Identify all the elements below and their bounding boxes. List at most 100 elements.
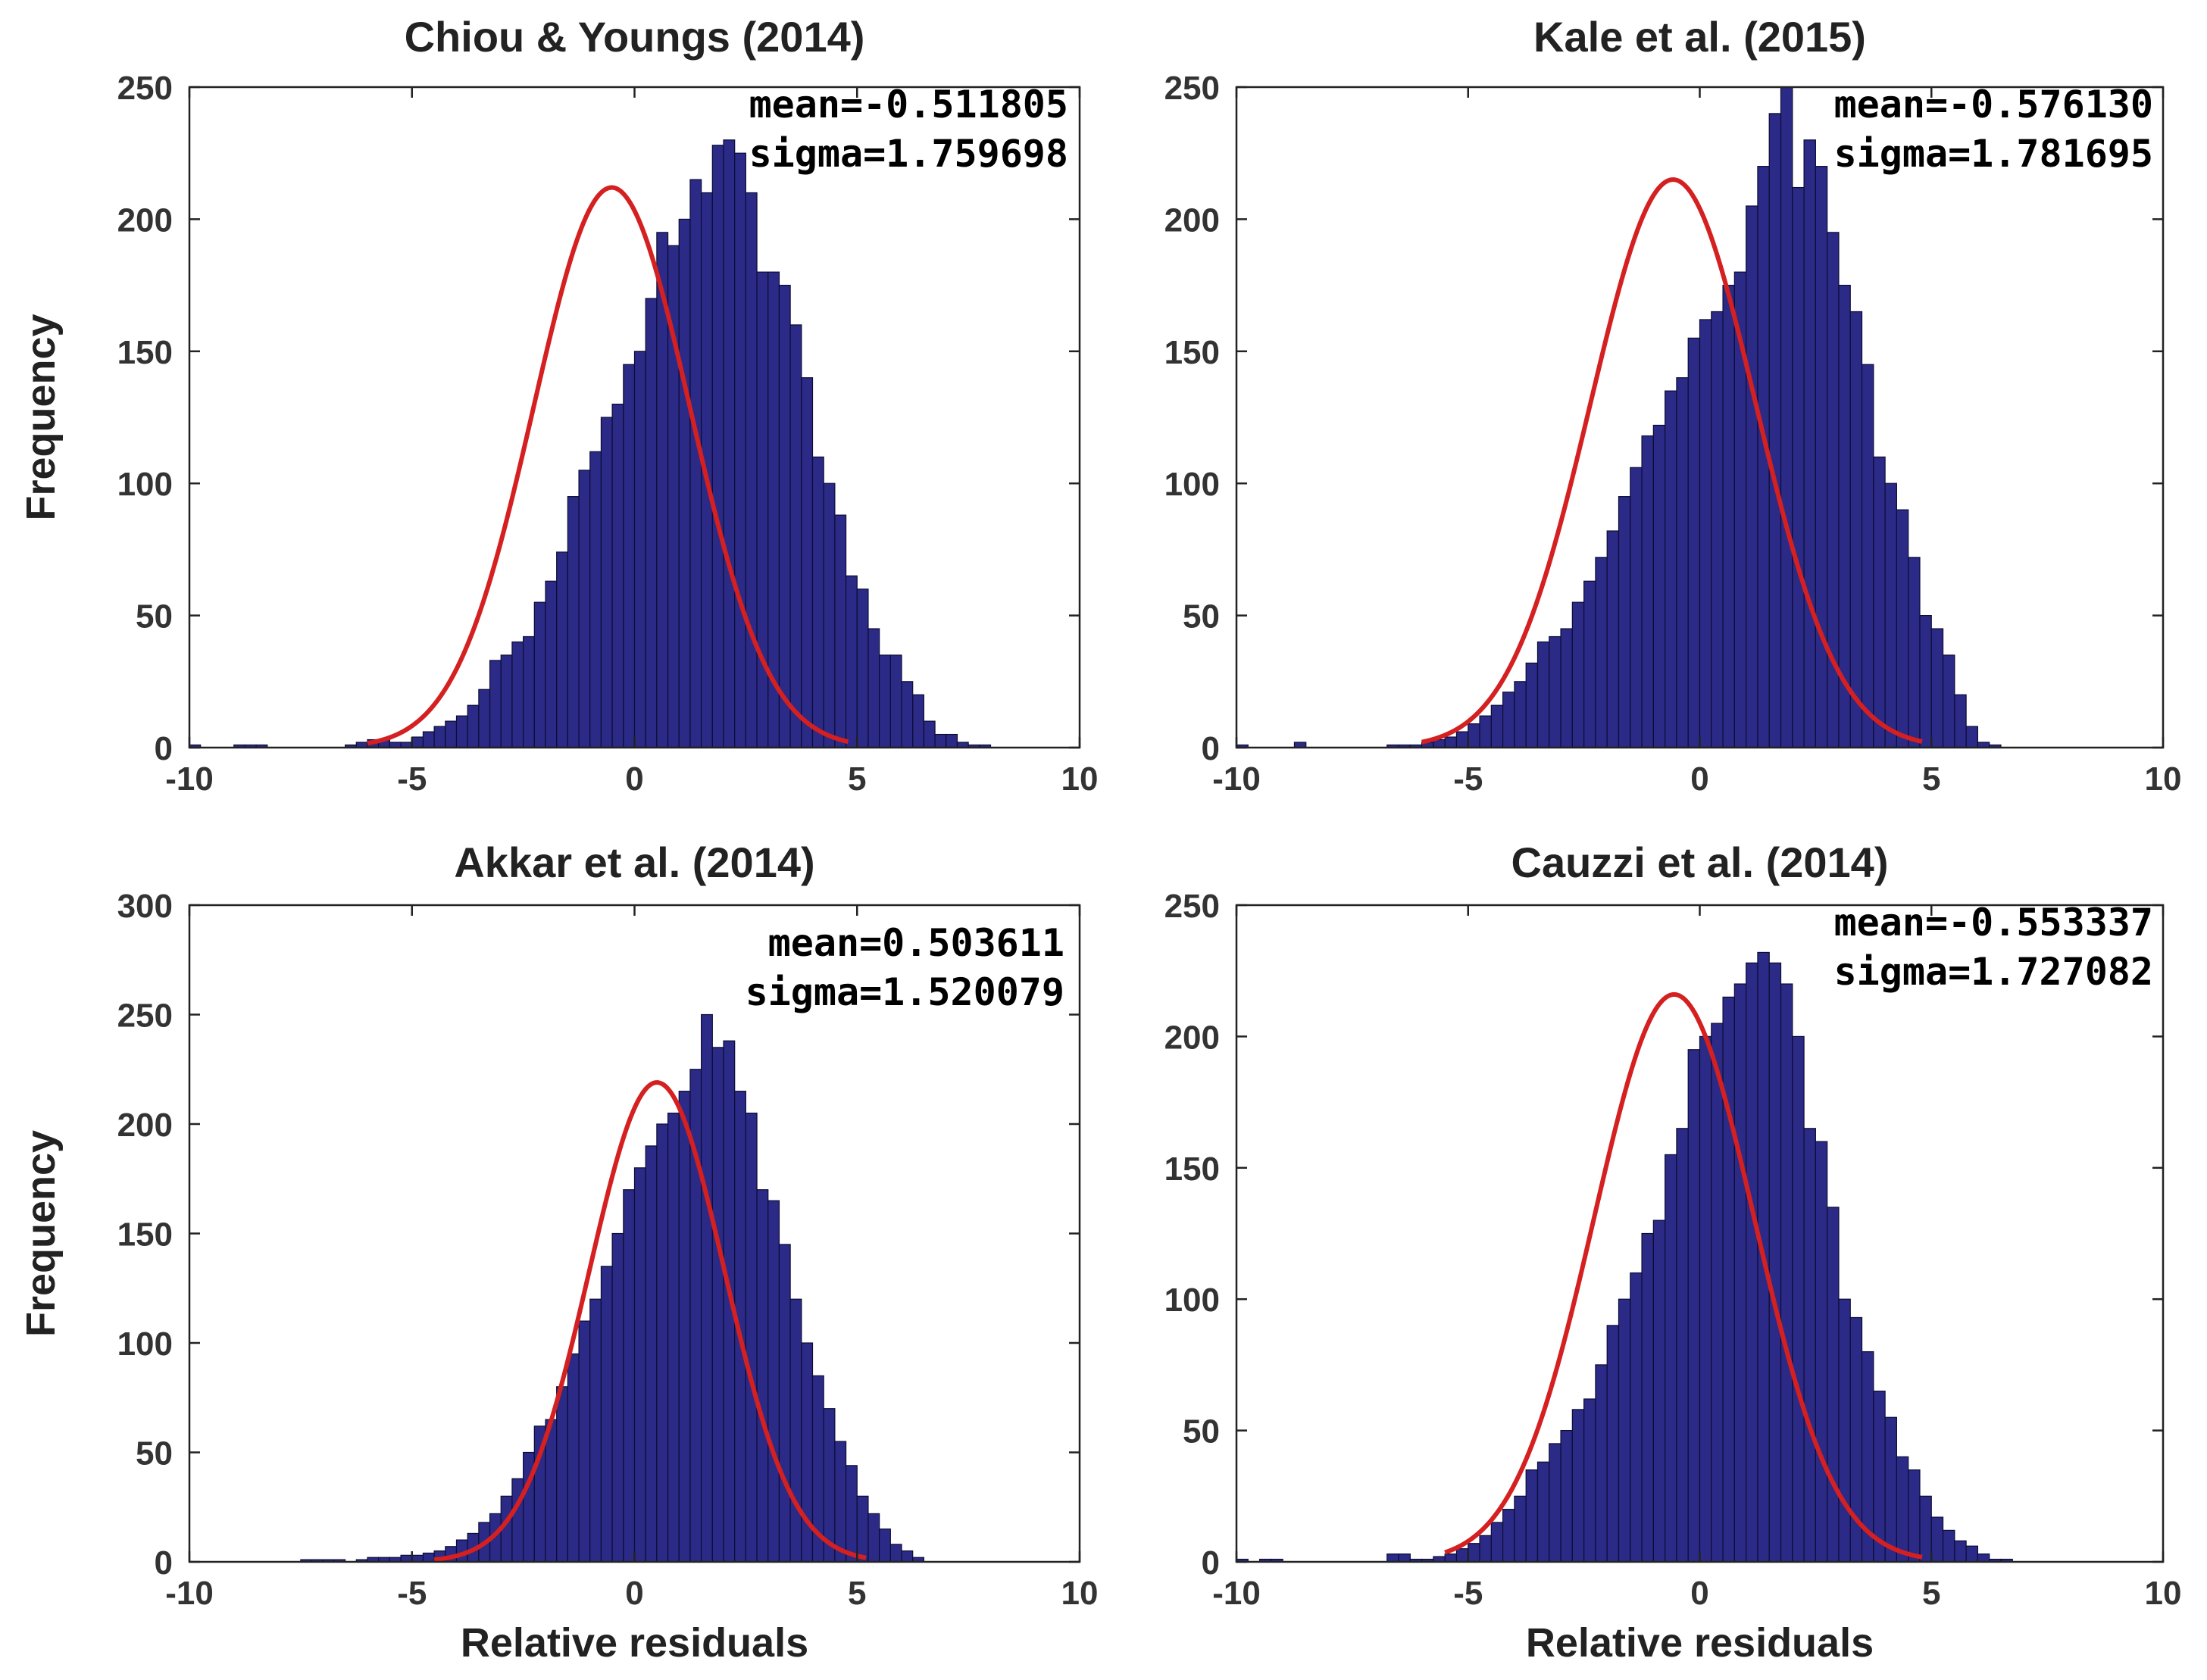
histogram-bar bbox=[1641, 1232, 1654, 1563]
histogram-bar bbox=[1792, 1035, 1805, 1563]
histogram-bar bbox=[1583, 580, 1596, 748]
histogram-bar bbox=[589, 451, 602, 748]
histogram-bar bbox=[901, 1550, 914, 1563]
histogram-bar bbox=[556, 551, 568, 748]
histogram-bar bbox=[1525, 662, 1539, 748]
histogram-bar bbox=[1780, 983, 1793, 1563]
histogram-bar bbox=[823, 482, 836, 748]
histogram-bar bbox=[545, 1419, 558, 1563]
y-tick-label: 250 bbox=[117, 70, 173, 107]
x-tick-label: -5 bbox=[1453, 760, 1483, 798]
histogram-bar bbox=[1884, 1416, 1897, 1563]
panel-cauzzi-2014: Cauzzi et al. (2014) Relative residuals … bbox=[1164, 838, 2182, 1666]
histogram-bar bbox=[1873, 456, 1886, 748]
x-axis-label: Relative residuals bbox=[461, 1620, 808, 1666]
histogram-bar bbox=[901, 681, 914, 748]
histogram-bar bbox=[455, 715, 468, 748]
histogram-bar bbox=[1699, 319, 1712, 748]
histogram-bar bbox=[1792, 186, 1805, 748]
histogram-bar bbox=[611, 403, 624, 748]
histogram-bar bbox=[633, 1167, 646, 1563]
histogram-bar bbox=[667, 1112, 680, 1563]
histogram-bar bbox=[1733, 983, 1747, 1563]
histogram-bar bbox=[745, 192, 758, 748]
histogram-bar bbox=[789, 324, 802, 748]
histogram-bar bbox=[856, 589, 869, 748]
histogram-bar bbox=[1560, 1429, 1573, 1563]
histogram-bar bbox=[778, 285, 791, 748]
histogram-bars bbox=[300, 1013, 924, 1563]
histogram-bar bbox=[1780, 86, 1793, 748]
mean-annotation: mean=-0.511805 bbox=[749, 83, 1068, 126]
histogram-bar bbox=[1849, 311, 1863, 748]
histogram-bar bbox=[433, 726, 446, 748]
panel-title: Kale et al. (2015) bbox=[1533, 13, 1866, 61]
panel-title: Chiou & Youngs (2014) bbox=[405, 13, 865, 61]
histogram-bar bbox=[1630, 1272, 1643, 1563]
histogram-bar bbox=[923, 720, 936, 748]
histogram-bar bbox=[1827, 1207, 1840, 1563]
histogram-bars bbox=[1236, 86, 2002, 748]
histogram-bar bbox=[1606, 530, 1620, 748]
histogram-bar bbox=[889, 1544, 902, 1563]
histogram-bar bbox=[845, 1465, 858, 1563]
sigma-annotation: sigma=1.520079 bbox=[746, 970, 1064, 1014]
histogram-bar bbox=[1549, 1443, 1561, 1563]
histogram-bar bbox=[1595, 557, 1608, 748]
histogram-bar bbox=[422, 731, 435, 748]
histogram-bar bbox=[623, 1189, 636, 1563]
histogram-bar bbox=[1954, 1540, 1967, 1563]
histogram-bar bbox=[756, 1189, 769, 1563]
x-tick-label: -10 bbox=[165, 1575, 214, 1612]
histogram-bar bbox=[1606, 1325, 1620, 1563]
x-tick-label: 10 bbox=[2145, 760, 2182, 798]
mean-annotation: mean=0.503611 bbox=[768, 921, 1064, 965]
x-tick-label: 5 bbox=[848, 760, 866, 798]
histogram-bar bbox=[1386, 1554, 1399, 1563]
y-tick-label: 50 bbox=[136, 598, 173, 635]
x-tick-label: 10 bbox=[1061, 760, 1099, 798]
histogram-bar bbox=[1536, 1461, 1550, 1563]
panel-akkar-2014: Akkar et al. (2014) Frequency Relative r… bbox=[18, 838, 1098, 1666]
histogram-bar bbox=[578, 470, 591, 748]
histogram-bar bbox=[1768, 962, 1782, 1563]
normal-fit-curve bbox=[1421, 177, 1923, 745]
histogram-bar bbox=[946, 733, 958, 748]
histogram-bar bbox=[1746, 205, 1758, 748]
histogram-bar bbox=[1676, 1128, 1689, 1563]
histogram-bar bbox=[1455, 731, 1469, 748]
histogram-bar bbox=[1746, 962, 1758, 1563]
histogram-bar bbox=[1722, 285, 1735, 748]
histogram-bar bbox=[633, 351, 646, 748]
histogram-bar bbox=[1444, 736, 1458, 748]
histogram-bar bbox=[879, 654, 891, 748]
histogram-bar bbox=[879, 1529, 891, 1563]
histogram-bar bbox=[1490, 1522, 1504, 1563]
histogram-bar bbox=[1549, 635, 1561, 748]
histogram-bar bbox=[567, 496, 580, 748]
histogram-bar bbox=[1930, 628, 1944, 748]
y-tick-label: 250 bbox=[1164, 888, 1220, 925]
histogram-bar bbox=[589, 1298, 602, 1563]
histogram-bar bbox=[689, 179, 702, 748]
y-tick-label: 100 bbox=[117, 1326, 173, 1363]
histogram-bar bbox=[400, 1554, 413, 1563]
histogram-bar bbox=[523, 635, 535, 748]
histogram-bar bbox=[1652, 1219, 1666, 1563]
histogram-bar bbox=[1595, 1364, 1608, 1563]
histogram-bar bbox=[422, 1552, 435, 1563]
histogram-bar bbox=[645, 298, 658, 748]
histogram-bar bbox=[567, 1353, 580, 1563]
histogram-bar bbox=[1722, 996, 1735, 1563]
y-tick-label: 250 bbox=[1164, 70, 1220, 107]
y-tick-label: 150 bbox=[1164, 334, 1220, 371]
histogram-bar bbox=[1803, 1128, 1816, 1563]
histogram-bar bbox=[1641, 435, 1654, 748]
histogram-bar bbox=[767, 1200, 780, 1563]
histogram-bar bbox=[1908, 557, 1921, 748]
histogram-bar bbox=[1560, 628, 1573, 748]
histogram-bar bbox=[1455, 1548, 1469, 1563]
